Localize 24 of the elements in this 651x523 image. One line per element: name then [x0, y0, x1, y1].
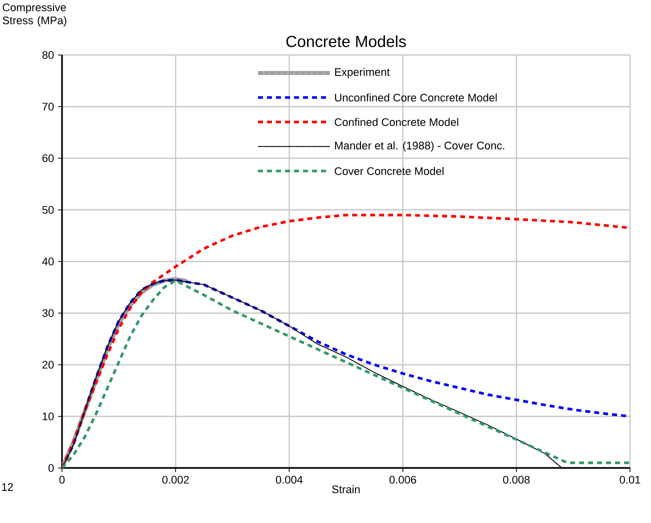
y-tick-label: 50: [42, 206, 54, 214]
y-tick-label: 20: [42, 360, 54, 369]
y-axis-title: Compressive Stress (MPa): [2, 3, 66, 26]
legend-label: Experiment: [335, 68, 390, 78]
y-tick-label: 70: [42, 102, 54, 111]
x-axis-title: Strain: [332, 485, 360, 494]
x-tick-label: 0.002: [162, 476, 189, 484]
x-tick-label: 0.01: [620, 476, 640, 484]
y-tick-label: 80: [42, 51, 54, 59]
legend-label: Unconfined Core Concrete Model: [335, 93, 497, 102]
x-tick-label: 0.004: [276, 476, 303, 484]
y-tick-label: 0: [48, 464, 54, 472]
x-tick-label: 0.006: [389, 476, 416, 484]
legend-label: Cover Concrete Model: [334, 166, 444, 176]
y-tick-label: 30: [42, 309, 54, 318]
chart-title: Concrete Models: [286, 35, 406, 48]
x-tick-label: 0.008: [503, 476, 530, 484]
y-tick-label: 40: [42, 258, 54, 266]
legend-label: Mander et al. (1988) - Cover Conc.: [335, 141, 504, 152]
legend-label: Confined Concrete Model: [334, 118, 458, 126]
y-tick-label: 10: [42, 412, 54, 420]
x-tick-label: 0: [59, 476, 65, 484]
y-tick-label: 60: [42, 154, 54, 162]
text: 12: [2, 483, 13, 491]
